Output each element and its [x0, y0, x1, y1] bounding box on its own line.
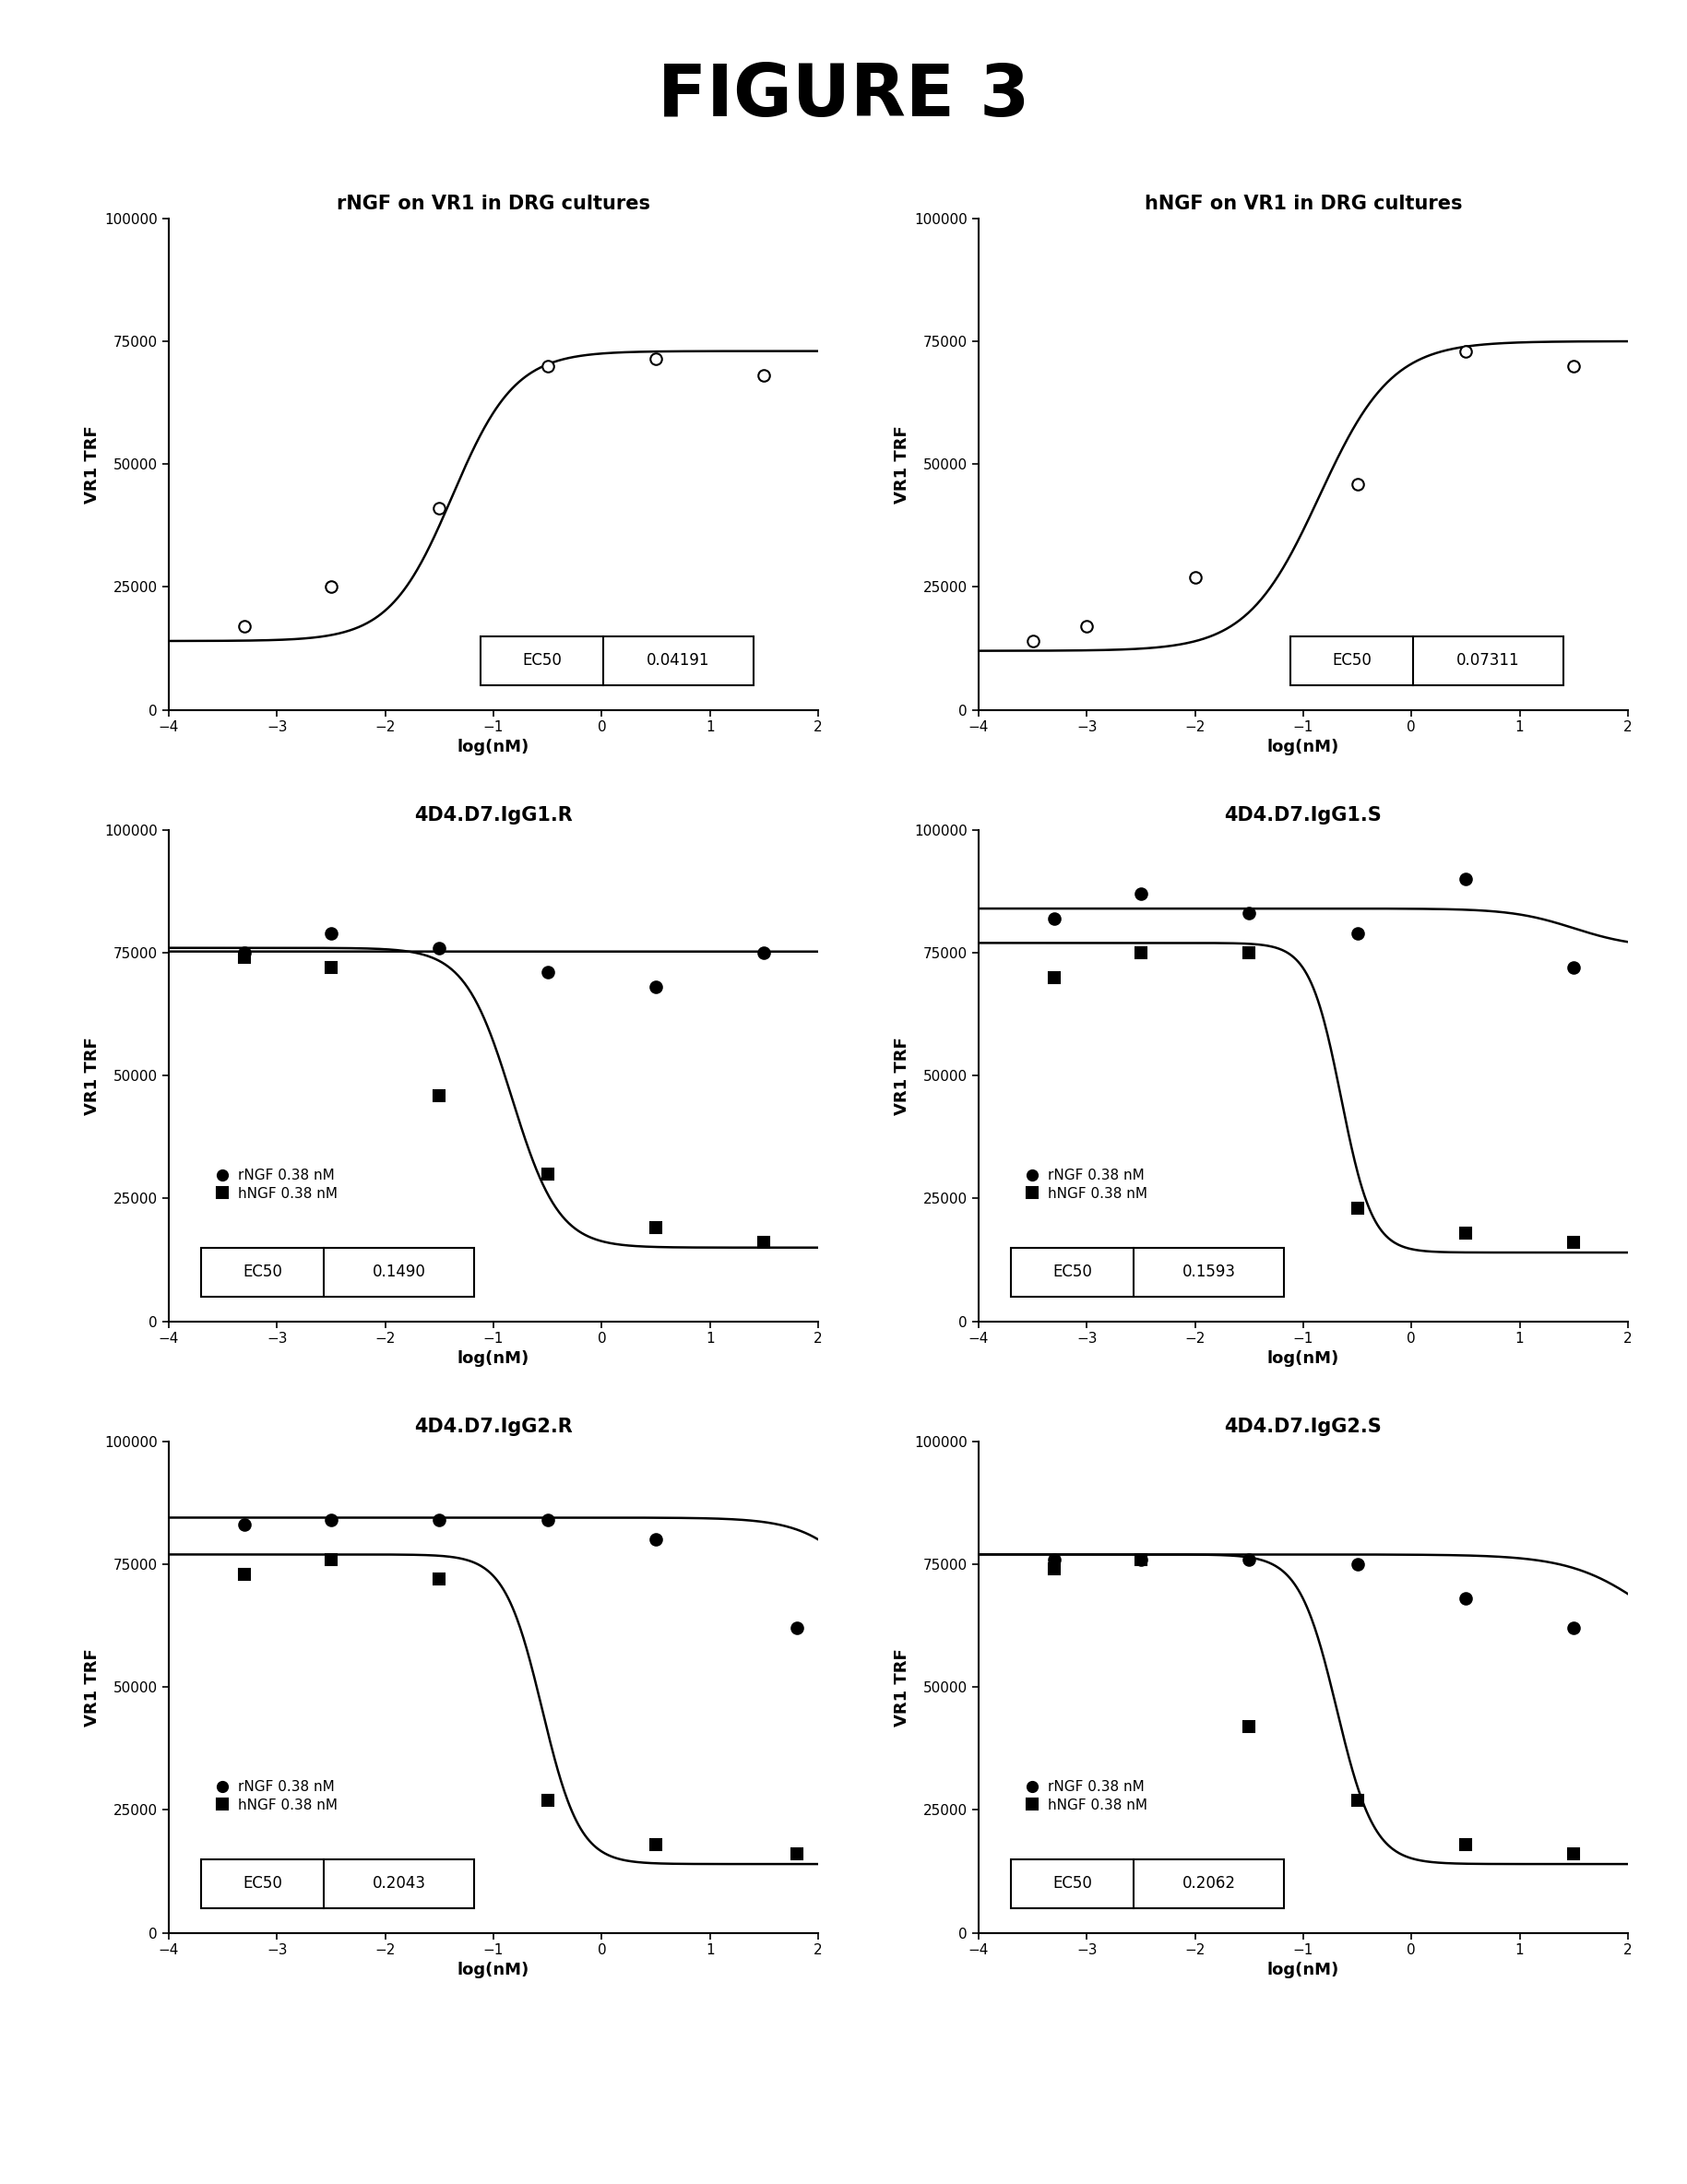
Line: rNGF 0.38 nM: rNGF 0.38 nM [1048, 874, 1579, 974]
rNGF 0.38 nM [234, 1511, 255, 1538]
Bar [481, 636, 752, 686]
rNGF 0.38 nM [321, 919, 341, 946]
rNGF 0.38 nM [754, 939, 774, 965]
Bar [1011, 1247, 1284, 1297]
X-axis label: log(nM): log(nM) [457, 738, 530, 756]
rNGF 0.38 nM [321, 1507, 341, 1533]
rNGF 0.38 nM [786, 1614, 806, 1642]
rNGF 0.38 nM [1348, 1551, 1368, 1577]
hNGF 0.38 nM [538, 1787, 558, 1813]
rNGF 0.38 nM [428, 1507, 449, 1533]
rNGF 0.38 nM [1238, 1546, 1259, 1572]
Text: EC50: EC50 [243, 1876, 282, 1891]
hNGF 0.38 nM [1348, 1787, 1368, 1813]
Bar [1291, 636, 1562, 686]
hNGF 0.38 nM [646, 1830, 666, 1856]
Text: 0.2043: 0.2043 [373, 1876, 425, 1891]
Bar [201, 1859, 474, 1909]
Line: rNGF 0.38 nM: rNGF 0.38 nM [238, 928, 769, 994]
Bar [201, 1247, 474, 1297]
rNGF 0.38 nM [1564, 1614, 1584, 1642]
Bar [1011, 1859, 1284, 1909]
Title: 4D4.D7.IgG1.R: 4D4.D7.IgG1.R [415, 806, 572, 826]
Text: EC50: EC50 [521, 653, 562, 668]
Title: 4D4.D7.IgG2.S: 4D4.D7.IgG2.S [1225, 1417, 1382, 1437]
Text: EC50: EC50 [1053, 1265, 1091, 1280]
rNGF 0.38 nM [1044, 904, 1064, 930]
hNGF 0.38 nM [1456, 1219, 1476, 1245]
Text: 0.2062: 0.2062 [1183, 1876, 1235, 1891]
X-axis label: log(nM): log(nM) [1267, 1350, 1339, 1367]
Line: hNGF 0.38 nM: hNGF 0.38 nM [1048, 948, 1579, 1249]
Title: hNGF on VR1 in DRG cultures: hNGF on VR1 in DRG cultures [1144, 194, 1463, 214]
rNGF 0.38 nM [1238, 900, 1259, 926]
Text: FIGURE 3: FIGURE 3 [658, 61, 1029, 131]
hNGF 0.38 nM [321, 954, 341, 981]
Legend: rNGF 0.38 nM, hNGF 0.38 nM: rNGF 0.38 nM, hNGF 0.38 nM [208, 1164, 342, 1206]
Line: hNGF 0.38 nM: hNGF 0.38 nM [1048, 1553, 1579, 1861]
Y-axis label: VR1 TRF: VR1 TRF [894, 426, 911, 502]
hNGF 0.38 nM [1564, 1230, 1584, 1256]
X-axis label: log(nM): log(nM) [1267, 1961, 1339, 1979]
rNGF 0.38 nM [1130, 1546, 1151, 1572]
Y-axis label: VR1 TRF: VR1 TRF [894, 1649, 911, 1725]
Text: EC50: EC50 [243, 1265, 282, 1280]
Text: 0.1490: 0.1490 [373, 1265, 425, 1280]
X-axis label: log(nM): log(nM) [1267, 738, 1339, 756]
rNGF 0.38 nM [646, 1527, 666, 1553]
Title: 4D4.D7.IgG1.S: 4D4.D7.IgG1.S [1225, 806, 1382, 826]
hNGF 0.38 nM [1238, 1712, 1259, 1738]
hNGF 0.38 nM [234, 1562, 255, 1588]
rNGF 0.38 nM [234, 939, 255, 965]
Legend: rNGF 0.38 nM, hNGF 0.38 nM: rNGF 0.38 nM, hNGF 0.38 nM [1017, 1776, 1152, 1817]
rNGF 0.38 nM [1348, 919, 1368, 946]
Y-axis label: VR1 TRF: VR1 TRF [84, 1037, 101, 1114]
hNGF 0.38 nM [1564, 1841, 1584, 1867]
hNGF 0.38 nM [538, 1162, 558, 1188]
hNGF 0.38 nM [234, 943, 255, 970]
hNGF 0.38 nM [1130, 1546, 1151, 1572]
Text: 0.04191: 0.04191 [646, 653, 710, 668]
Legend: rNGF 0.38 nM, hNGF 0.38 nM: rNGF 0.38 nM, hNGF 0.38 nM [1017, 1164, 1152, 1206]
rNGF 0.38 nM [538, 1507, 558, 1533]
rNGF 0.38 nM [1564, 954, 1584, 981]
rNGF 0.38 nM [428, 935, 449, 961]
hNGF 0.38 nM [428, 1081, 449, 1107]
X-axis label: log(nM): log(nM) [457, 1961, 530, 1979]
hNGF 0.38 nM [754, 1230, 774, 1256]
hNGF 0.38 nM [786, 1841, 806, 1867]
Text: EC50: EC50 [1053, 1876, 1091, 1891]
rNGF 0.38 nM [538, 959, 558, 985]
hNGF 0.38 nM [1348, 1195, 1368, 1221]
Line: rNGF 0.38 nM: rNGF 0.38 nM [238, 1514, 803, 1634]
hNGF 0.38 nM [1044, 1555, 1064, 1581]
Title: 4D4.D7.IgG2.R: 4D4.D7.IgG2.R [415, 1417, 572, 1437]
hNGF 0.38 nM [646, 1214, 666, 1241]
hNGF 0.38 nM [1044, 963, 1064, 989]
rNGF 0.38 nM [646, 974, 666, 1000]
Y-axis label: VR1 TRF: VR1 TRF [84, 1649, 101, 1725]
Y-axis label: VR1 TRF: VR1 TRF [84, 426, 101, 502]
hNGF 0.38 nM [321, 1546, 341, 1572]
Y-axis label: VR1 TRF: VR1 TRF [894, 1037, 911, 1114]
Line: rNGF 0.38 nM: rNGF 0.38 nM [1048, 1553, 1579, 1634]
hNGF 0.38 nM [1456, 1830, 1476, 1856]
hNGF 0.38 nM [1130, 939, 1151, 965]
X-axis label: log(nM): log(nM) [457, 1350, 530, 1367]
Line: hNGF 0.38 nM: hNGF 0.38 nM [238, 1553, 803, 1861]
hNGF 0.38 nM [1238, 939, 1259, 965]
Text: 0.07311: 0.07311 [1456, 653, 1520, 668]
hNGF 0.38 nM [428, 1566, 449, 1592]
Title: rNGF on VR1 in DRG cultures: rNGF on VR1 in DRG cultures [337, 194, 649, 214]
rNGF 0.38 nM [1456, 865, 1476, 891]
rNGF 0.38 nM [1044, 1546, 1064, 1572]
Text: 0.1593: 0.1593 [1183, 1265, 1235, 1280]
rNGF 0.38 nM [1456, 1586, 1476, 1612]
rNGF 0.38 nM [1130, 880, 1151, 906]
Text: EC50: EC50 [1331, 653, 1372, 668]
Legend: rNGF 0.38 nM, hNGF 0.38 nM: rNGF 0.38 nM, hNGF 0.38 nM [208, 1776, 342, 1817]
Line: hNGF 0.38 nM: hNGF 0.38 nM [238, 952, 769, 1249]
